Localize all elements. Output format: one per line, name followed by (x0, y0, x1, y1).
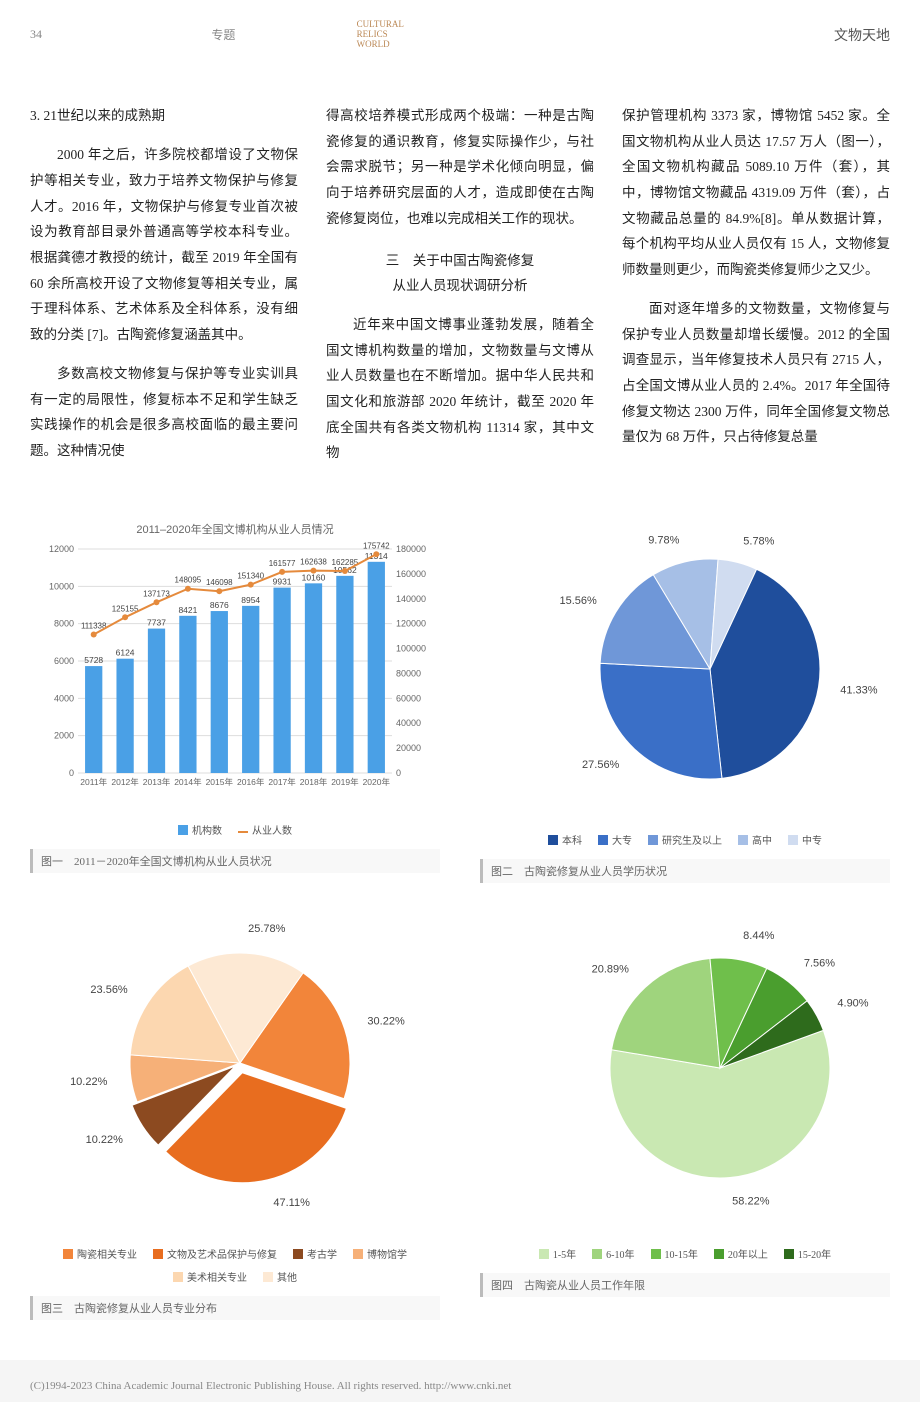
svg-text:140000: 140000 (396, 594, 426, 604)
svg-text:5728: 5728 (84, 655, 103, 665)
chart1-legend: 机构数 从业人数 (30, 822, 440, 837)
svg-text:40000: 40000 (396, 719, 421, 729)
svg-text:80000: 80000 (396, 669, 421, 679)
section-heading: 3. 21世纪以来的成熟期 (30, 103, 298, 129)
brand-en: CULTURALRELICSWORLD (357, 20, 624, 50)
chart1-caption: 图一 2011－2020年全国文博机构从业人员状况 (30, 849, 440, 873)
paragraph: 近年来中国文博事业蓬勃发展，随着全国文博机构数量的增加，文物数量与文博从业人员数… (326, 312, 594, 466)
svg-text:7737: 7737 (147, 618, 166, 628)
svg-text:5.78%: 5.78% (743, 536, 774, 548)
svg-text:6000: 6000 (54, 656, 74, 666)
paragraph: 多数高校文物修复与保护等专业实训具有一定的局限性，修复标本不足和学生缺乏实践操作… (30, 361, 298, 464)
chart-2: 41.33% 27.56% 15.56% 9.78% 5.78% 本科大专研究生及以上高… (480, 519, 890, 883)
column-1: 3. 21世纪以来的成熟期 2000 年之后，许多院校都增设了文物保护等相关专业… (30, 90, 298, 480)
svg-text:2020年: 2020年 (363, 777, 391, 787)
paragraph: 面对逐年增多的文物数量，文物修复与保护专业人员数量却增长缓慢。2012 的全国调… (622, 296, 890, 450)
svg-text:4.90%: 4.90% (837, 998, 868, 1010)
paragraph: 保护管理机构 3373 家，博物馆 5452 家。全国文物机构从业人员达 17.… (622, 103, 890, 282)
section-title: 三 关于中国古陶瓷修复 从业人员现状调研分析 (326, 249, 594, 298)
page-header: 34 专题 CULTURALRELICSWORLD 文物天地 (30, 20, 890, 50)
svg-text:146098: 146098 (206, 579, 233, 588)
svg-text:23.56%: 23.56% (90, 984, 128, 996)
svg-text:60000: 60000 (396, 694, 421, 704)
svg-text:4000: 4000 (54, 694, 74, 704)
svg-text:137173: 137173 (143, 590, 170, 599)
paragraph: 2000 年之后，许多院校都增设了文物保护等相关专业，致力于培养文物保护与修复人… (30, 142, 298, 347)
svg-text:27.56%: 27.56% (582, 759, 620, 771)
svg-text:8954: 8954 (241, 595, 260, 605)
column-2: 得高校培养模式形成两个极端：一种是古陶瓷修复的通识教育，修复实际操作少，与社会需… (326, 90, 594, 480)
svg-text:120000: 120000 (396, 619, 426, 629)
bar-line-chart: 2011–2020年全国文博机构从业人员情况 0 2000 4000 6000 8000 1… (30, 519, 440, 809)
pie-chart-years: 58.22% 20.89% 8.44% 7.56% 4.90% (480, 913, 890, 1233)
svg-text:8.44%: 8.44% (743, 930, 774, 942)
svg-text:2017年: 2017年 (268, 777, 296, 787)
svg-text:8676: 8676 (210, 600, 229, 610)
chart2-caption: 图二 古陶瓷修复从业人员学历状况 (480, 859, 890, 883)
svg-text:20000: 20000 (396, 743, 421, 753)
svg-text:162638: 162638 (300, 558, 327, 567)
svg-text:2012年: 2012年 (111, 777, 139, 787)
svg-text:2019年: 2019年 (331, 777, 359, 787)
svg-text:100000: 100000 (396, 644, 426, 654)
svg-text:2011年: 2011年 (80, 777, 107, 787)
chart3-caption: 图三 古陶瓷修复从业人员专业分布 (30, 1296, 440, 1320)
chart-1: 2011–2020年全国文博机构从业人员情况 0 2000 4000 6000 8000 1… (30, 519, 440, 883)
chart4-legend: 1-5年6-10年10-15年20年以上15-20年 (480, 1246, 890, 1261)
svg-text:2016年: 2016年 (237, 777, 265, 787)
chart-4: 58.22% 20.89% 8.44% 7.56% 4.90% 1-5年6-10年10-… (480, 913, 890, 1320)
svg-text:0: 0 (69, 768, 74, 778)
svg-text:2014年: 2014年 (174, 777, 202, 787)
svg-text:180000: 180000 (396, 544, 426, 554)
charts-grid: 2011–2020年全国文博机构从业人员情况 0 2000 4000 6000 8000 1… (30, 519, 890, 1320)
svg-text:10000: 10000 (49, 582, 74, 592)
svg-text:0: 0 (396, 768, 401, 778)
svg-text:10.22%: 10.22% (86, 1134, 124, 1146)
svg-text:175742: 175742 (363, 542, 390, 551)
svg-text:8000: 8000 (54, 619, 74, 629)
svg-text:7.56%: 7.56% (804, 958, 835, 970)
svg-text:8421: 8421 (178, 605, 197, 615)
svg-text:2011–2020年全国文博机构从业人员情况: 2011–2020年全国文博机构从业人员情况 (136, 522, 333, 536)
chart4-caption: 图四 古陶瓷从业人员工作年限 (480, 1273, 890, 1297)
svg-text:2013年: 2013年 (143, 777, 171, 787)
page: 34 专题 CULTURALRELICSWORLD 文物天地 3. 21世纪以来… (0, 0, 920, 1360)
header-section: 专题 (90, 26, 357, 43)
svg-text:25.78%: 25.78% (248, 924, 286, 936)
svg-text:20.89%: 20.89% (592, 964, 630, 976)
svg-text:30.22%: 30.22% (367, 1016, 405, 1028)
svg-text:148095: 148095 (175, 576, 202, 585)
svg-text:161577: 161577 (269, 559, 296, 568)
svg-text:9931: 9931 (273, 577, 292, 587)
chart3-legend: 陶瓷相关专业文物及艺术品保护与修复考古学博物馆学美术相关专业其他 (30, 1246, 440, 1284)
svg-text:9.78%: 9.78% (648, 535, 679, 547)
pie-chart-major: 30.22% 47.11% 10.22% 10.22% 23.56% 25.78% (30, 913, 440, 1233)
brand-cn: 文物天地 (623, 25, 890, 45)
svg-text:10160: 10160 (302, 573, 326, 583)
svg-text:2015年: 2015年 (206, 777, 234, 787)
text-columns: 3. 21世纪以来的成熟期 2000 年之后，许多院校都增设了文物保护等相关专业… (30, 90, 890, 480)
svg-text:6124: 6124 (116, 648, 135, 658)
chart2-legend: 本科大专研究生及以上高中中专 (480, 832, 890, 847)
svg-text:12000: 12000 (49, 544, 74, 554)
svg-text:15.56%: 15.56% (560, 595, 598, 607)
paragraph: 得高校培养模式形成两个极端：一种是古陶瓷修复的通识教育，修复实际操作少，与社会需… (326, 103, 594, 231)
svg-text:10.22%: 10.22% (70, 1077, 108, 1089)
footer: (C)1994-2023 China Academic Journal Elec… (30, 1380, 920, 1392)
svg-text:2018年: 2018年 (300, 777, 328, 787)
svg-text:47.11%: 47.11% (273, 1197, 310, 1209)
svg-text:58.22%: 58.22% (732, 1196, 770, 1208)
svg-text:151340: 151340 (237, 572, 264, 581)
pie-chart-education: 41.33% 27.56% 15.56% 9.78% 5.78% (480, 519, 890, 819)
page-number: 34 (30, 27, 90, 42)
svg-text:41.33%: 41.33% (840, 685, 878, 697)
svg-text:160000: 160000 (396, 569, 426, 579)
svg-text:2000: 2000 (54, 731, 74, 741)
column-3: 保护管理机构 3373 家，博物馆 5452 家。全国文物机构从业人员达 17.… (622, 90, 890, 480)
chart-3: 30.22% 47.11% 10.22% 10.22% 23.56% 25.78% 陶瓷相… (30, 913, 440, 1320)
